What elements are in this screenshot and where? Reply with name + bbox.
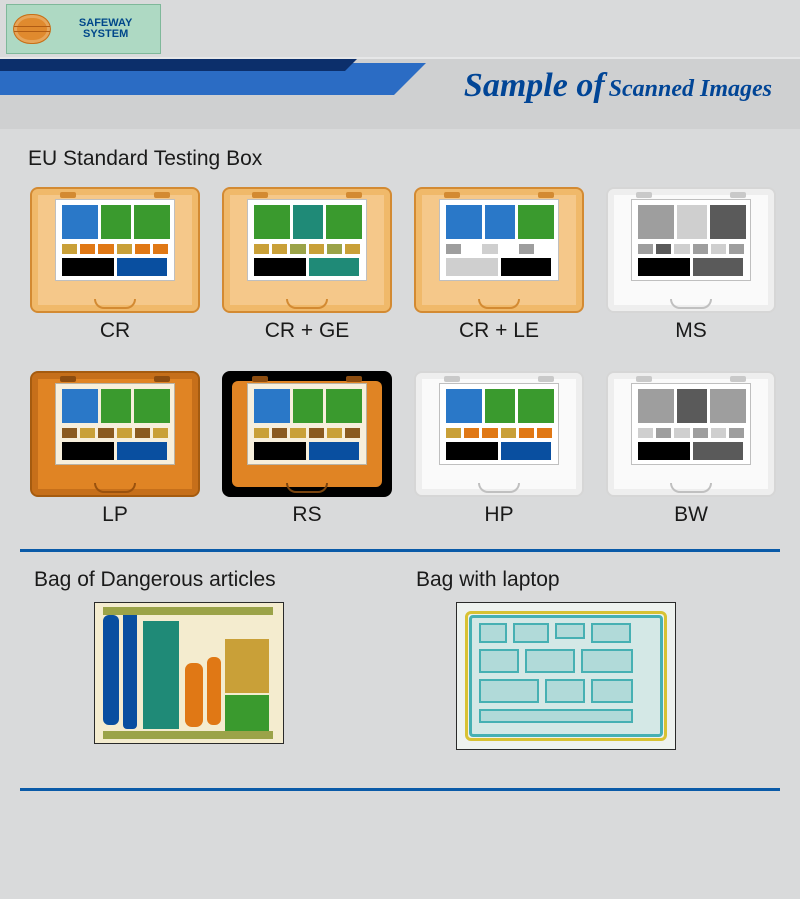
scan-dangerous-bag bbox=[94, 602, 284, 744]
sample-label: LP bbox=[102, 503, 128, 527]
sample-label: BW bbox=[674, 503, 708, 527]
sample-label: MS bbox=[675, 319, 707, 343]
laptop-chip bbox=[479, 709, 633, 723]
laptop-chip bbox=[581, 649, 633, 673]
test-panel bbox=[631, 199, 751, 281]
danger-item bbox=[103, 731, 273, 739]
laptop-chip bbox=[479, 623, 507, 643]
scan-laptop-bag bbox=[456, 602, 676, 750]
sample-label: CR bbox=[100, 319, 130, 343]
sample-cr: CR bbox=[30, 187, 200, 343]
laptop-chip bbox=[513, 623, 549, 643]
test-panel bbox=[631, 383, 751, 465]
laptop-chip bbox=[545, 679, 585, 703]
danger-item bbox=[143, 621, 179, 729]
laptop-chip bbox=[479, 649, 519, 673]
title-stripe: Sample of Scanned Images bbox=[0, 57, 800, 129]
danger-item bbox=[103, 607, 273, 615]
case-thumbnail bbox=[606, 187, 776, 313]
case-thumbnail bbox=[414, 187, 584, 313]
sample-label: CR + LE bbox=[459, 319, 539, 343]
test-panel bbox=[439, 383, 559, 465]
logo-text: SAFEWAY SYSTEM bbox=[57, 18, 154, 40]
sample-rs: RS bbox=[222, 371, 392, 527]
laptop-chip bbox=[591, 623, 631, 643]
danger-item bbox=[123, 611, 137, 729]
sample-label: HP bbox=[484, 503, 513, 527]
laptop-chip bbox=[525, 649, 575, 673]
company-logo: SAFEWAY SYSTEM bbox=[6, 4, 161, 54]
sample-hp: HP bbox=[414, 371, 584, 527]
sample-crle: CR + LE bbox=[414, 187, 584, 343]
title-small: Scanned Images bbox=[609, 76, 772, 102]
sample-label: RS bbox=[292, 503, 321, 527]
laptop-chip bbox=[479, 679, 539, 703]
danger-item bbox=[103, 615, 119, 725]
danger-item bbox=[185, 663, 203, 727]
stripe-dark bbox=[0, 57, 375, 71]
case-thumbnail bbox=[30, 187, 200, 313]
section-heading-testing-box: EU Standard Testing Box bbox=[0, 129, 800, 183]
case-thumbnail bbox=[30, 371, 200, 497]
test-panel bbox=[439, 199, 559, 281]
test-panel bbox=[55, 383, 175, 465]
sample-crge: CR + GE bbox=[222, 187, 392, 343]
test-panel bbox=[55, 199, 175, 281]
logo-band: SAFEWAY SYSTEM bbox=[0, 0, 800, 57]
lower-section: Bag of Dangerous articles Bag with lapto… bbox=[0, 552, 800, 750]
title-big: Sample of bbox=[464, 67, 605, 104]
sample-label: CR + GE bbox=[265, 319, 350, 343]
globe-icon bbox=[13, 14, 51, 44]
sample-ms: MS bbox=[606, 187, 776, 343]
case-thumbnail bbox=[414, 371, 584, 497]
test-panel bbox=[247, 383, 367, 465]
danger-item bbox=[225, 695, 269, 731]
sample-bw: BW bbox=[606, 371, 776, 527]
laptop-chip bbox=[555, 623, 585, 639]
danger-item bbox=[225, 639, 269, 693]
laptop-chip bbox=[591, 679, 633, 703]
case-thumbnail bbox=[606, 371, 776, 497]
page-title: Sample of Scanned Images bbox=[464, 67, 772, 105]
samples-grid: CR CR + GE CR + LE MS LP RS HP BW bbox=[0, 183, 800, 527]
laptop-column: Bag with laptop bbox=[416, 554, 786, 750]
danger-column: Bag of Dangerous articles bbox=[34, 554, 404, 750]
case-thumbnail bbox=[222, 371, 392, 497]
test-panel bbox=[247, 199, 367, 281]
heading-laptop: Bag with laptop bbox=[416, 554, 786, 602]
danger-item bbox=[207, 657, 221, 725]
divider-2 bbox=[20, 788, 780, 791]
case-thumbnail bbox=[222, 187, 392, 313]
heading-dangerous: Bag of Dangerous articles bbox=[34, 554, 404, 602]
sample-lp: LP bbox=[30, 371, 200, 527]
